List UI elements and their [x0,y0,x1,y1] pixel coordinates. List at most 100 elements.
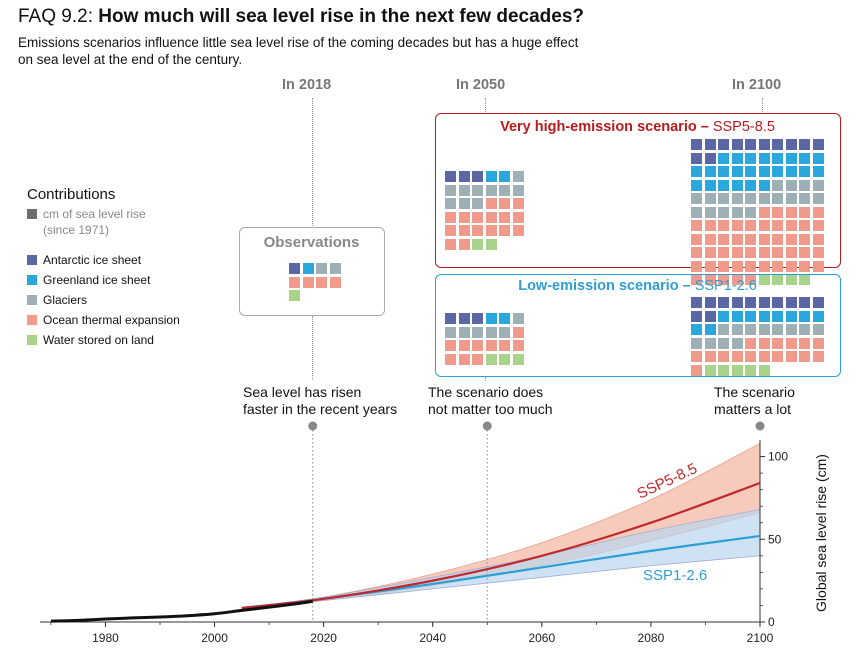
waffle-cell [758,324,770,335]
waffle-cell [799,324,810,335]
waffle-cell [704,166,716,177]
y-axis-label: Global sea level rise (cm) [813,454,829,612]
legend-item: Antarctic ice sheet [27,253,180,267]
waffle-cell [812,152,824,164]
waffle-cell [704,152,716,164]
waffle-cell [472,225,483,236]
waffle-cell [499,225,510,236]
waffle-cell [731,351,743,362]
high-emission-title-bold: Very high-emission scenario – [500,119,709,135]
waffle-cell [772,351,783,362]
waffle-cell [512,326,524,338]
waffle-cell [745,364,756,376]
legend-swatch [27,275,37,285]
waffle-cell [745,351,756,362]
waffle-cell [691,310,702,322]
divider-2018-mid [312,316,313,380]
waffle-cell [691,324,702,335]
unit-swatch [27,209,37,219]
note-2018-line1: Sea level has risen [243,384,362,400]
waffle-cell [512,184,524,196]
waffle-cell [772,166,783,177]
waffle-cell [512,225,524,236]
divider-2018-upper [312,98,313,226]
waffle-cell [512,340,524,351]
waffle-cell [772,193,783,204]
waffle-cell [745,179,756,191]
waffle-cell [745,247,756,258]
waffle-cell [512,211,524,223]
waffle-cell [799,206,810,218]
waffle-cell [512,198,524,209]
note-2100-line2: matters a lot [714,401,792,417]
waffle-cell [512,171,524,182]
waffle-cell [302,263,314,274]
waffle-cell [499,184,510,196]
low-emission-box: Low-emission scenario – SSP1-2.6 [435,274,841,377]
waffle-cell [812,166,824,177]
waffle-cell [758,274,770,285]
waffle-cell [704,247,716,258]
waffle-cell [799,274,810,285]
waffle-cell [799,233,810,245]
waffle-cell [704,274,716,285]
low-emission-title: Low-emission scenario – SSP1-2.6 [436,278,839,294]
waffle-cell [316,276,327,288]
waffle-cell [472,184,483,196]
legend-label: Greenland ice sheet [43,273,151,287]
waffle-cell [691,351,702,362]
waffle-cell [772,274,783,285]
waffle-cell [812,220,824,231]
waffle-cell [445,353,456,365]
waffle-cell [812,233,824,245]
waffle-cell [704,324,716,335]
waffle-cell [302,276,314,288]
waffle-cell [458,340,470,351]
legend-label: Glaciers [43,293,88,307]
waffle-cell [785,179,797,191]
ssp126-series-label: SSP1-2.6 [643,567,707,584]
waffle-cell [799,179,810,191]
waffle-cell [785,337,797,349]
waffle-cell [745,193,756,204]
waffle-cell [718,364,729,376]
waffle-cell [799,337,810,349]
waffle-cell [458,353,470,365]
waffle-cell [445,211,456,223]
note-2050-line1: The scenario does [428,384,544,400]
waffle-cell [731,337,743,349]
waffle-cell [512,313,524,324]
waffle-cell [458,238,470,250]
waffle-cell [691,139,702,150]
waffle-cell [745,233,756,245]
waffle-cell [758,166,770,177]
waffle-cell [472,238,483,250]
waffle-cell [499,313,510,324]
y-tick-label: 100 [768,450,788,464]
waffle-cell [772,233,783,245]
waffle-cell [731,274,743,285]
waffle-cell [289,276,300,288]
waffle-cell [718,220,729,231]
marker-dot [482,421,492,431]
waffle-cell [812,324,824,335]
waffle-cell [758,297,770,308]
waffle-cell [445,198,456,209]
legend-swatch [27,255,37,265]
faq-label: FAQ 9.2: [18,6,93,27]
note-2100-line1: The scenario [714,384,795,400]
x-tick-label: 1980 [92,631,119,645]
waffle-cell [799,260,810,272]
waffle-cell [745,337,756,349]
waffle-cell [745,166,756,177]
waffle-cell [718,193,729,204]
waffle-cell [718,152,729,164]
high-2100-waffle [691,139,836,288]
waffle-cell [472,313,483,324]
waffle-cell [812,351,824,362]
waffle-cell [485,171,497,182]
waffle-cell [458,211,470,223]
waffle-cell [812,193,824,204]
note-2100: The scenario matters a lot [714,384,795,418]
